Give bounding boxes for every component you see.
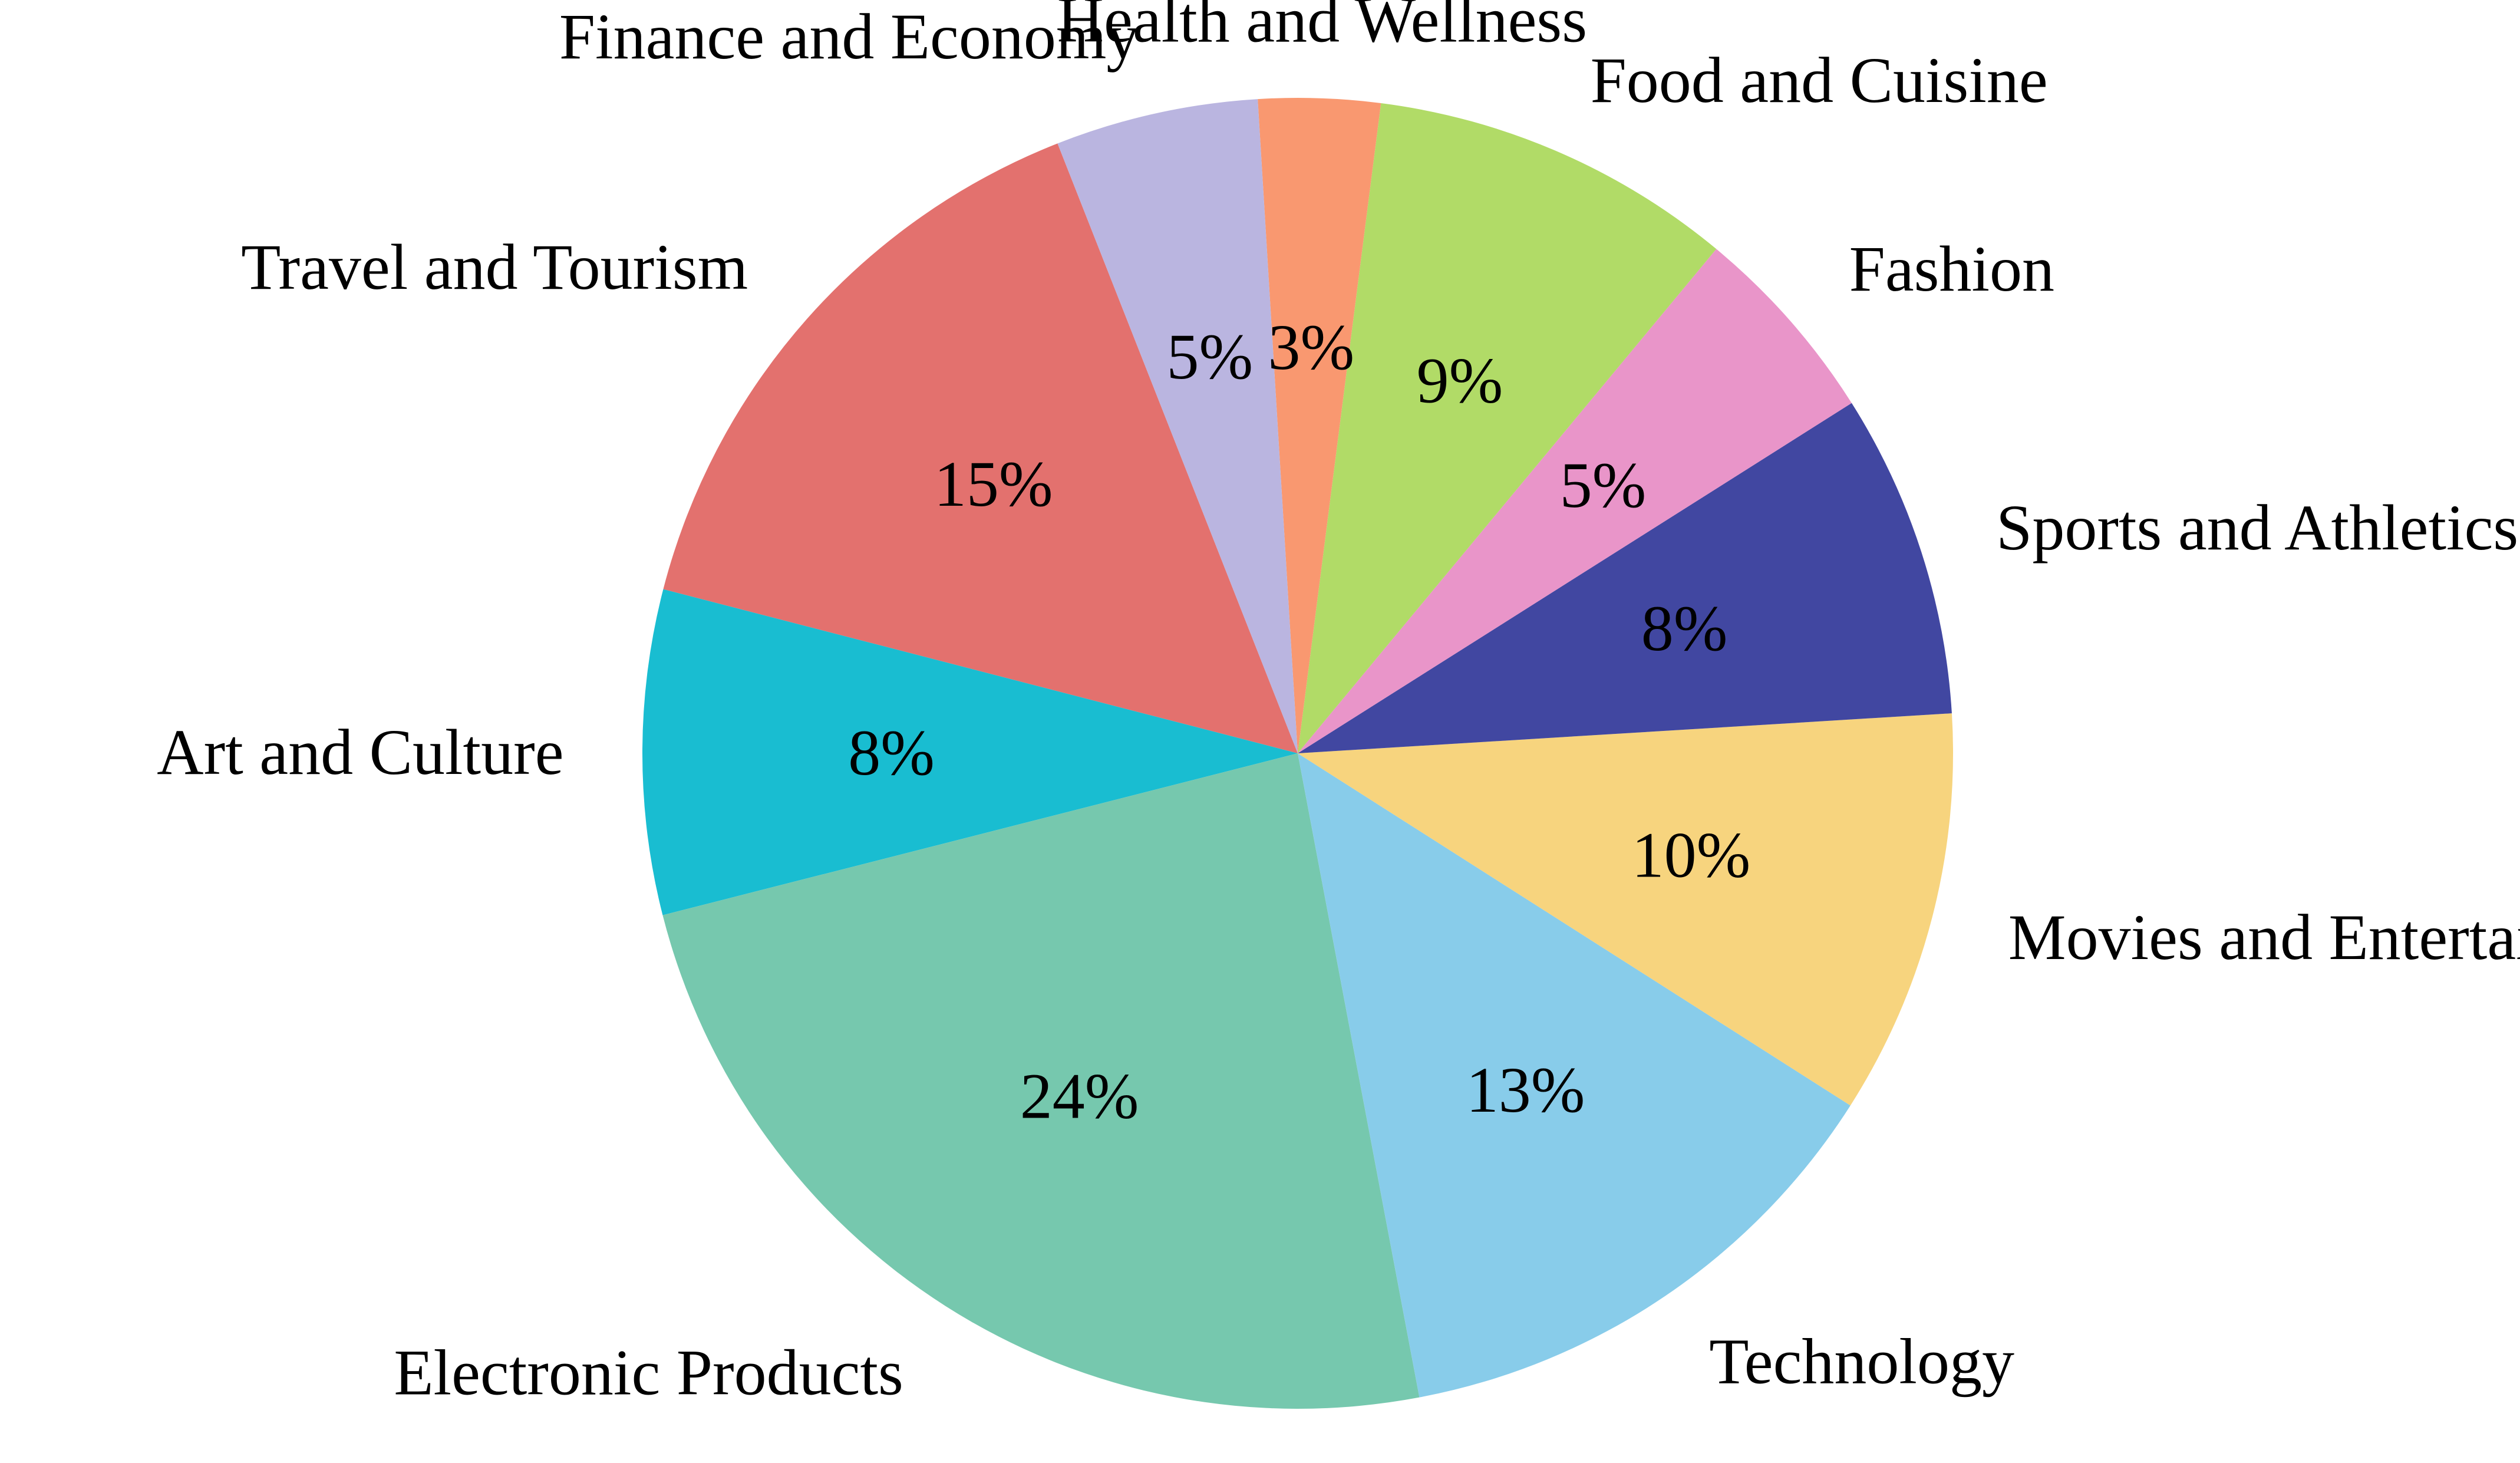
pie-percent-label-food-and-cuisine: 9% [1417, 345, 1503, 417]
pie-percent-label-health-and-wellness: 3% [1268, 311, 1355, 383]
pie-category-label-electronic-products: Electronic Products [394, 1336, 903, 1408]
pie-slices [642, 97, 1954, 1409]
pie-percent-label-travel-and-tourism: 15% [934, 448, 1053, 520]
pie-percent-label-finance-and-economy: 5% [1166, 321, 1253, 393]
pie-category-label-art-and-culture: Art and Culture [157, 716, 563, 788]
pie-slice-electronic-products [662, 753, 1420, 1409]
pie-category-label-movies-and-entertainment: Movies and Entertainment [2008, 901, 2520, 973]
pie-category-label-technology: Technology [1709, 1325, 2014, 1397]
pie-category-label-fashion: Fashion [1849, 233, 2054, 305]
pie-category-label-food-and-cuisine: Food and Cuisine [1591, 44, 2048, 116]
pie-slice-art-and-culture [642, 589, 1298, 915]
pie-slice-food-and-cuisine [1298, 103, 1717, 753]
pie-slice-health-and-wellness [1258, 97, 1381, 754]
pie-percent-labels: 15%8%24% 13%10%8%5%9%3%5% [848, 311, 1750, 1132]
pie-slice-fashion [1298, 249, 1852, 753]
pie-percent-label-electronic-products: 24% [1020, 1060, 1139, 1132]
pie-category-label-travel-and-tourism: Travel and Tourism [241, 231, 748, 303]
pie-percent-label-fashion: 5% [1560, 449, 1647, 521]
pie-percent-label-movies-and-entertainment: 10% [1632, 819, 1751, 891]
pie-percent-label-sports-and-athletics: 8% [1641, 592, 1728, 664]
pie-slice-movies-and-entertainment [1298, 713, 1954, 1106]
pie-slice-technology [1298, 753, 1851, 1398]
pie-category-label-sports-and-athletics: Sports and Athletics [1996, 492, 2518, 564]
pie-slice-finance-and-economy [1057, 99, 1298, 753]
pie-slice-sports-and-athletics [1298, 403, 1952, 753]
pie-category-labels: Travel and Tourism Art and Culture Electro… [157, 0, 2520, 1408]
pie-category-label-health-and-wellness: Health and Wellness [1057, 0, 1587, 55]
pie-category-label-finance-and-economy: Finance and Economy [559, 1, 1139, 73]
pie-slice-travel-and-tourism [663, 143, 1298, 753]
pie-percent-label-technology: 13% [1466, 1054, 1585, 1126]
pie-percent-label-art-and-culture: 8% [848, 717, 935, 789]
